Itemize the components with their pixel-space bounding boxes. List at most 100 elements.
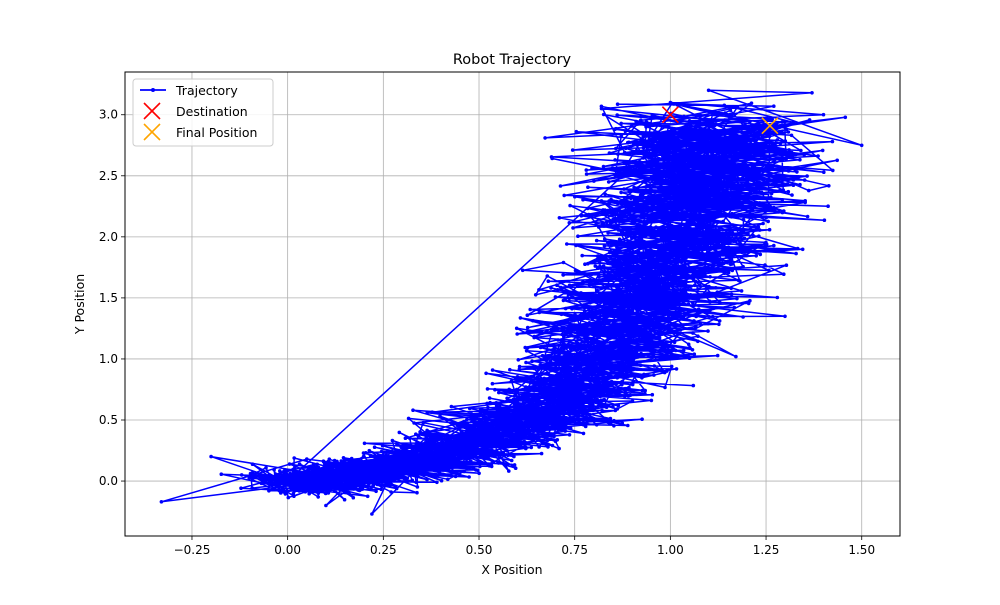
trajectory-point — [598, 394, 602, 399]
trajectory-point — [629, 334, 634, 339]
trajectory-point — [585, 314, 590, 318]
trajectory-point — [663, 248, 667, 252]
trajectory-point — [718, 294, 723, 299]
trajectory-point — [556, 338, 560, 342]
trajectory-point — [280, 479, 285, 483]
trajectory-point — [611, 318, 616, 323]
trajectory-point — [768, 117, 773, 121]
trajectory-point — [654, 257, 659, 262]
trajectory-point — [439, 436, 444, 441]
trajectory-point — [566, 329, 570, 333]
trajectory-point — [323, 462, 327, 466]
x-axis-label: X Position — [481, 562, 542, 577]
trajectory-point — [420, 443, 425, 448]
trajectory-point — [712, 262, 716, 267]
trajectory-point — [766, 196, 770, 201]
trajectory-point — [649, 208, 654, 213]
trajectory-point — [494, 451, 498, 456]
trajectory-point — [297, 485, 302, 489]
trajectory-point — [705, 188, 709, 192]
trajectory-point — [443, 445, 448, 449]
trajectory-point — [638, 254, 643, 259]
trajectory-point — [726, 259, 730, 264]
trajectory-point — [484, 441, 489, 446]
trajectory-point — [357, 480, 361, 484]
trajectory-point — [728, 226, 732, 230]
trajectory-point — [666, 145, 671, 149]
trajectory-point — [741, 217, 746, 222]
trajectory-point — [549, 286, 553, 290]
trajectory-point — [565, 401, 570, 406]
trajectory-point — [729, 257, 734, 262]
trajectory-point — [596, 378, 600, 383]
trajectory-point — [696, 201, 700, 205]
trajectory-point — [651, 326, 656, 330]
trajectory-point — [581, 197, 585, 202]
trajectory-point — [535, 375, 540, 379]
trajectory-point — [627, 285, 632, 289]
trajectory-point — [694, 120, 699, 125]
trajectory-point — [690, 172, 694, 176]
trajectory-point — [388, 479, 393, 484]
trajectory-point — [557, 427, 562, 432]
trajectory-point — [550, 443, 555, 448]
trajectory-point — [617, 276, 622, 281]
trajectory-point — [297, 478, 302, 482]
trajectory-point — [555, 356, 559, 360]
trajectory-point — [379, 460, 384, 464]
trajectory-point — [702, 240, 706, 244]
trajectory-point — [516, 409, 521, 414]
trajectory-point — [630, 236, 634, 240]
trajectory-point — [547, 343, 551, 348]
trajectory-point — [365, 459, 370, 463]
trajectory-point — [585, 408, 590, 413]
trajectory-point — [816, 154, 820, 158]
trajectory-point — [595, 266, 600, 271]
trajectory-point — [745, 253, 749, 258]
trajectory-point — [643, 244, 648, 249]
trajectory-point — [537, 288, 541, 292]
trajectory-point — [563, 306, 568, 311]
trajectory-point — [611, 207, 615, 212]
trajectory-point — [739, 234, 744, 238]
trajectory-point — [564, 415, 568, 420]
trajectory-point — [523, 440, 527, 445]
trajectory-point — [598, 357, 602, 362]
trajectory-point — [755, 243, 760, 248]
trajectory-point — [675, 299, 680, 304]
trajectory-point — [601, 360, 606, 364]
trajectory-point — [648, 225, 653, 229]
trajectory-point — [671, 322, 675, 326]
trajectory-point — [721, 175, 726, 180]
trajectory-point — [783, 149, 787, 154]
trajectory-point — [630, 302, 635, 307]
trajectory-point — [588, 379, 592, 383]
trajectory-point — [705, 164, 709, 169]
trajectory-point — [336, 482, 340, 487]
trajectory-point — [731, 248, 735, 252]
trajectory-point — [543, 367, 547, 372]
trajectory-point — [655, 195, 659, 199]
trajectory-point — [537, 310, 542, 315]
trajectory-point — [274, 482, 278, 486]
trajectory-point — [681, 161, 685, 165]
trajectory-point — [739, 205, 743, 210]
trajectory-point — [418, 452, 422, 457]
trajectory-point — [717, 319, 722, 323]
trajectory-point — [609, 379, 614, 384]
trajectory-point — [380, 443, 385, 448]
trajectory-point — [577, 357, 582, 361]
trajectory-point — [649, 291, 654, 296]
trajectory-point — [533, 293, 538, 297]
trajectory-point — [504, 441, 509, 446]
trajectory-point — [512, 463, 517, 467]
trajectory-point — [661, 264, 666, 269]
trajectory-point — [479, 421, 484, 426]
trajectory-point — [645, 221, 649, 226]
trajectory-point — [659, 182, 663, 187]
trajectory-point — [467, 406, 472, 411]
trajectory-point — [687, 201, 691, 205]
trajectory-point — [362, 441, 367, 446]
trajectory-point — [696, 150, 700, 155]
